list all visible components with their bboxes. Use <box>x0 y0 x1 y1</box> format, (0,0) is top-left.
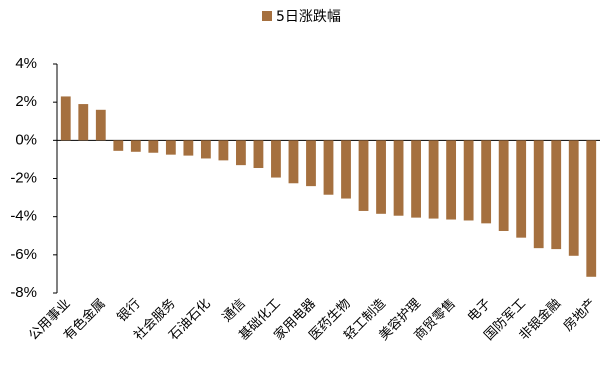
bar <box>481 140 492 224</box>
y-tick-label: 2% <box>15 93 37 110</box>
y-tick-label: -4% <box>10 208 37 225</box>
bar <box>60 96 71 141</box>
bar <box>236 140 246 166</box>
bar <box>586 140 597 277</box>
x-tick-label: 通信 <box>220 296 249 325</box>
bar <box>95 109 106 141</box>
bar <box>498 140 509 231</box>
y-tick-label: -6% <box>10 246 37 263</box>
bar <box>183 140 194 156</box>
y-tick-label: 0% <box>15 131 37 148</box>
bar <box>165 140 176 155</box>
bar <box>568 140 579 256</box>
bar <box>358 140 369 211</box>
bar <box>113 140 124 151</box>
bar <box>446 140 457 220</box>
bar <box>428 140 439 219</box>
bar <box>516 140 527 238</box>
x-tick-label: 房地产 <box>560 296 599 335</box>
bar <box>306 140 316 187</box>
bar <box>463 140 474 221</box>
bar <box>130 140 141 152</box>
bar <box>411 140 421 218</box>
bar <box>271 140 281 178</box>
x-tick-label: 电子 <box>465 296 494 325</box>
bar <box>533 140 544 249</box>
bar <box>253 140 264 169</box>
bar <box>218 140 229 161</box>
bar <box>551 140 562 250</box>
bar <box>341 140 351 199</box>
legend-label: 5日涨跌幅 <box>276 9 341 25</box>
y-tick-label: 4% <box>15 55 37 72</box>
bar <box>148 140 159 153</box>
legend-swatch <box>262 11 272 21</box>
bar <box>78 104 89 141</box>
x-tick-label: 银行 <box>115 296 144 325</box>
bar <box>323 140 334 195</box>
bar <box>393 140 404 216</box>
y-tick-label: -2% <box>10 169 37 186</box>
bar <box>288 140 299 184</box>
bar <box>200 140 211 159</box>
bar <box>376 140 386 214</box>
y-tick-label: -8% <box>10 284 37 301</box>
